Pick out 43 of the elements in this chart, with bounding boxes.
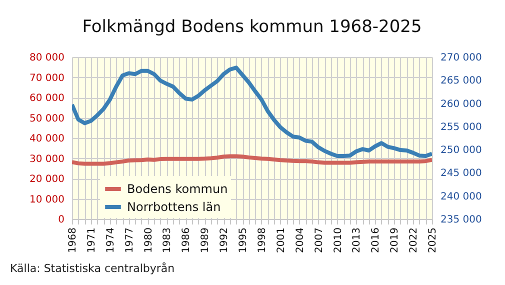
x-tick-label: 2022: [408, 228, 420, 253]
x-tick-label: 1986: [181, 228, 192, 253]
y2-tick-label: 235 000: [440, 214, 482, 226]
legend-label: Bodens kommun: [127, 182, 228, 196]
x-tick-label: 2004: [294, 228, 306, 253]
y2-tick-label: 255 000: [440, 122, 482, 133]
x-tick-label: 1995: [238, 228, 250, 253]
y-tick-label: 30 000: [30, 154, 64, 165]
y2-tick-label: 260 000: [440, 98, 482, 110]
y2-tick-label: 245 000: [440, 168, 482, 180]
y2-tick-label: 265 000: [440, 76, 482, 87]
line-series: [72, 66, 432, 158]
x-tick-label: 2019: [390, 228, 401, 253]
x-tick-label: 2007: [314, 228, 325, 253]
x-tick-label: 1968: [68, 228, 78, 253]
y-tick-label: 80 000: [30, 52, 64, 64]
x-tick-label: 1998: [256, 228, 268, 253]
x-tick-label: 1989: [200, 228, 212, 253]
x-tick-label: 1971: [86, 228, 98, 253]
chart-title: Folkmängd Bodens kommun 1968-2025: [82, 17, 422, 37]
x-tick-label: 2013: [352, 228, 363, 253]
y-tick-label: 20 000: [30, 174, 64, 185]
y-tick-label: 70 000: [30, 72, 64, 84]
y-tick-label: 40 000: [30, 134, 64, 144]
y2-tick-label: 270 000: [440, 52, 482, 64]
x-tick-label: 2016: [370, 228, 382, 253]
y2-tick-label: 240 000: [440, 191, 482, 202]
x-tick-label: 2025: [428, 228, 438, 253]
y2-tick-label: 250 000: [440, 145, 482, 156]
x-tick-label: 1974: [105, 228, 116, 253]
x-tick-label: 2001: [276, 228, 287, 253]
y-tick-label: 10 000: [30, 194, 64, 206]
x-tick-label: 2010: [332, 228, 344, 253]
y-tick-label: 0: [58, 214, 64, 226]
x-tick-label: 1977: [124, 228, 136, 253]
x-tick-label: 1980: [143, 228, 154, 253]
y-tick-label: 50 000: [30, 113, 64, 124]
line-series: [72, 154, 432, 166]
y-tick-label: 60 000: [30, 93, 64, 104]
x-tick-label: 1992: [219, 228, 230, 253]
legend-label: Norrbottens län: [127, 200, 221, 214]
text: Källa: Statistiska centralbyrån: [10, 262, 175, 275]
x-tick-label: 1983: [162, 228, 174, 253]
